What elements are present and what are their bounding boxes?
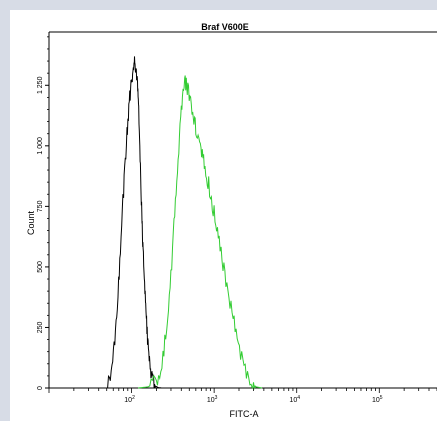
plot-area: 0 250 500 750 1 000 1 250 102 103 104 105 bbox=[37, 31, 437, 404]
y-tick-label: 0 bbox=[37, 386, 44, 390]
x-tick-label: 103 bbox=[207, 395, 218, 404]
histogram-series-1 bbox=[106, 56, 171, 389]
y-tick-label: 250 bbox=[37, 322, 44, 334]
y-axis-title: Count bbox=[26, 211, 36, 236]
y-tick-label: 500 bbox=[37, 261, 44, 273]
histogram-chart: Braf V600E 0 250 500 750 1 000 1 250 102 103 104… bbox=[10, 10, 437, 421]
x-tick-label: 104 bbox=[289, 395, 300, 404]
chart-title: Braf V600E bbox=[201, 22, 249, 32]
chart-background bbox=[10, 10, 437, 421]
y-tick-label: 1 000 bbox=[37, 137, 44, 155]
histogram-series-2 bbox=[138, 75, 263, 390]
y-tick-label: 750 bbox=[37, 200, 44, 212]
x-axis-title: FITC-A bbox=[230, 409, 259, 419]
chart-panel: Braf V600E 0 250 500 750 1 000 1 250 102 103 104… bbox=[10, 10, 437, 421]
x-tick-label: 105 bbox=[372, 395, 383, 404]
x-tick-label: 102 bbox=[124, 395, 135, 404]
y-tick-label: 1 250 bbox=[37, 76, 44, 94]
